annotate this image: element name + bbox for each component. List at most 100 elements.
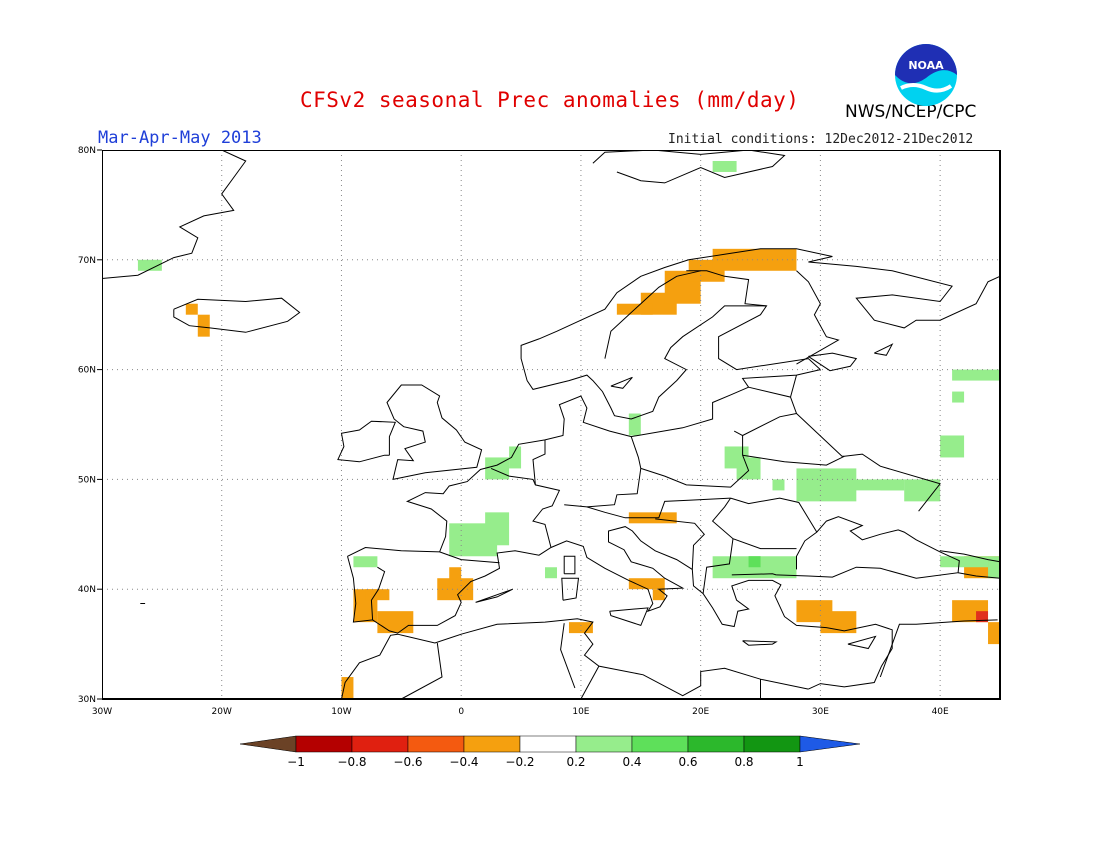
wet-anomaly-cell [832,479,905,491]
ireland-coast [337,420,397,463]
sardinia-coast [561,577,580,601]
lat-tick-label: 80N [78,146,96,156]
lat-tick-label: 50N [78,475,96,485]
north-africa-coast [341,618,809,700]
country-border [731,573,777,576]
lat-tick-label: 40N [78,585,96,595]
colorbar-segment [575,735,633,753]
lon-tick-label: 30E [812,707,829,717]
wet-anomaly-cell [137,259,162,271]
colorbar-segment [519,735,577,753]
wet-anomaly-cell [952,391,965,403]
wet-anomaly-cell [880,479,905,491]
wet-anomaly-cell [748,556,761,568]
lon-tick-label: 30W [92,707,112,717]
country-border [730,497,818,533]
longitude-labels: 30W 20W 10W 0 10E 20E 30E 40E [92,707,949,717]
wet-anomaly-cell [628,413,641,436]
agency-label: NWS/NCEP/CPC [845,102,977,122]
sicily-coast [609,607,649,627]
dry-anomaly-cell [449,567,462,590]
strong-dry-anomaly-cell [976,611,989,623]
country-border [879,619,998,678]
chart-title: CFSv2 seasonal Prec anomalies (mm/day) [300,88,800,112]
lon-tick-label: 40E [932,707,949,717]
latitude-labels: 30N 40N 50N 60N 70N 80N [78,146,102,705]
colorbar-segment [631,735,689,753]
black-sea-coast [776,516,960,579]
country-border [702,538,734,594]
wet-anomaly-cell [736,457,761,480]
country-border [655,518,705,570]
colorbar-tick-label: −0.8 [337,755,366,769]
country-border [958,572,1001,579]
mediterranean-north-coast [347,526,893,690]
colorbar-tick-label: 0.8 [734,755,753,769]
dry-anomaly-cell [988,622,1000,645]
wet-anomaly-cell [952,369,1000,381]
initial-conditions-label: Initial conditions: 12Dec2012-21Dec2012 [668,132,974,147]
wet-anomaly-cell [712,160,737,172]
coastlines [102,150,1001,700]
colorbar-tick-label: 0.4 [622,755,641,769]
noaa-logo-icon: NOAA [895,44,957,106]
dry-anomaly-cell [628,578,665,590]
country-border [370,566,386,620]
country-border [560,623,576,689]
lake-ladoga [808,352,858,372]
lake-vanern [610,376,633,389]
wet-anomaly-cell [940,556,989,568]
colorbar-tick-label: −1 [287,755,305,769]
country-border [711,497,797,550]
country-border [532,439,546,485]
season-label: Mar-Apr-May 2013 [98,128,262,148]
country-border [940,550,1001,563]
cyprus-coast [847,635,877,650]
colorbar-tick-label: 1 [796,755,804,769]
logo-text: NOAA [908,59,944,72]
country-border [580,665,600,700]
scandinavia-coast [520,248,1001,420]
great-britain-coast [386,384,483,480]
country-border [640,430,750,488]
country-border [686,270,767,307]
colorbar-segment [295,735,353,753]
colorbar-tick-label: −0.6 [393,755,422,769]
lon-tick-label: 20W [212,707,232,717]
country-border [796,270,840,365]
colorbar-tick-label: −0.4 [449,755,478,769]
lon-tick-label: 10E [572,707,589,717]
dry-anomaly-cell [197,314,210,337]
country-border [564,436,642,508]
dry-anomaly-cell [365,589,390,601]
map-frame [102,150,1001,700]
country-border [796,413,941,512]
colorbar-tick-label: 0.2 [566,755,585,769]
corsica-coast [563,555,576,575]
country-border [439,551,500,564]
lon-tick-label: 0 [458,707,464,717]
balearic-coast [475,588,513,603]
wet-anomaly-cell [353,556,378,568]
greenland-coast [102,150,247,279]
dry-anomaly-cell [185,303,198,315]
wet-anomaly-cell [485,512,510,546]
dry-anomaly-cell [341,677,354,699]
colorbar-legend: −1 −0.8 −0.6 −0.4 −0.2 0.2 0.4 0.6 0.8 1 [240,735,861,769]
iceland-coast [173,297,301,333]
dry-anomaly-cell [712,248,797,271]
wet-anomaly-cell [940,435,965,458]
colorbar-segment [351,735,409,753]
country-border [586,497,731,519]
lake-onega [874,343,894,356]
country-border [490,467,561,548]
lon-tick-label: 20E [692,707,709,717]
wet-anomaly-cell [545,567,557,579]
colorbar-segment [463,735,521,753]
colorbar-left-arrow [240,735,297,753]
colorbar-tick-label: −0.2 [505,755,534,769]
dry-anomaly-cell [377,611,414,634]
dry-anomaly-cell [820,611,857,634]
colorbar-tick-label: 0.6 [678,755,697,769]
country-border [401,642,443,700]
